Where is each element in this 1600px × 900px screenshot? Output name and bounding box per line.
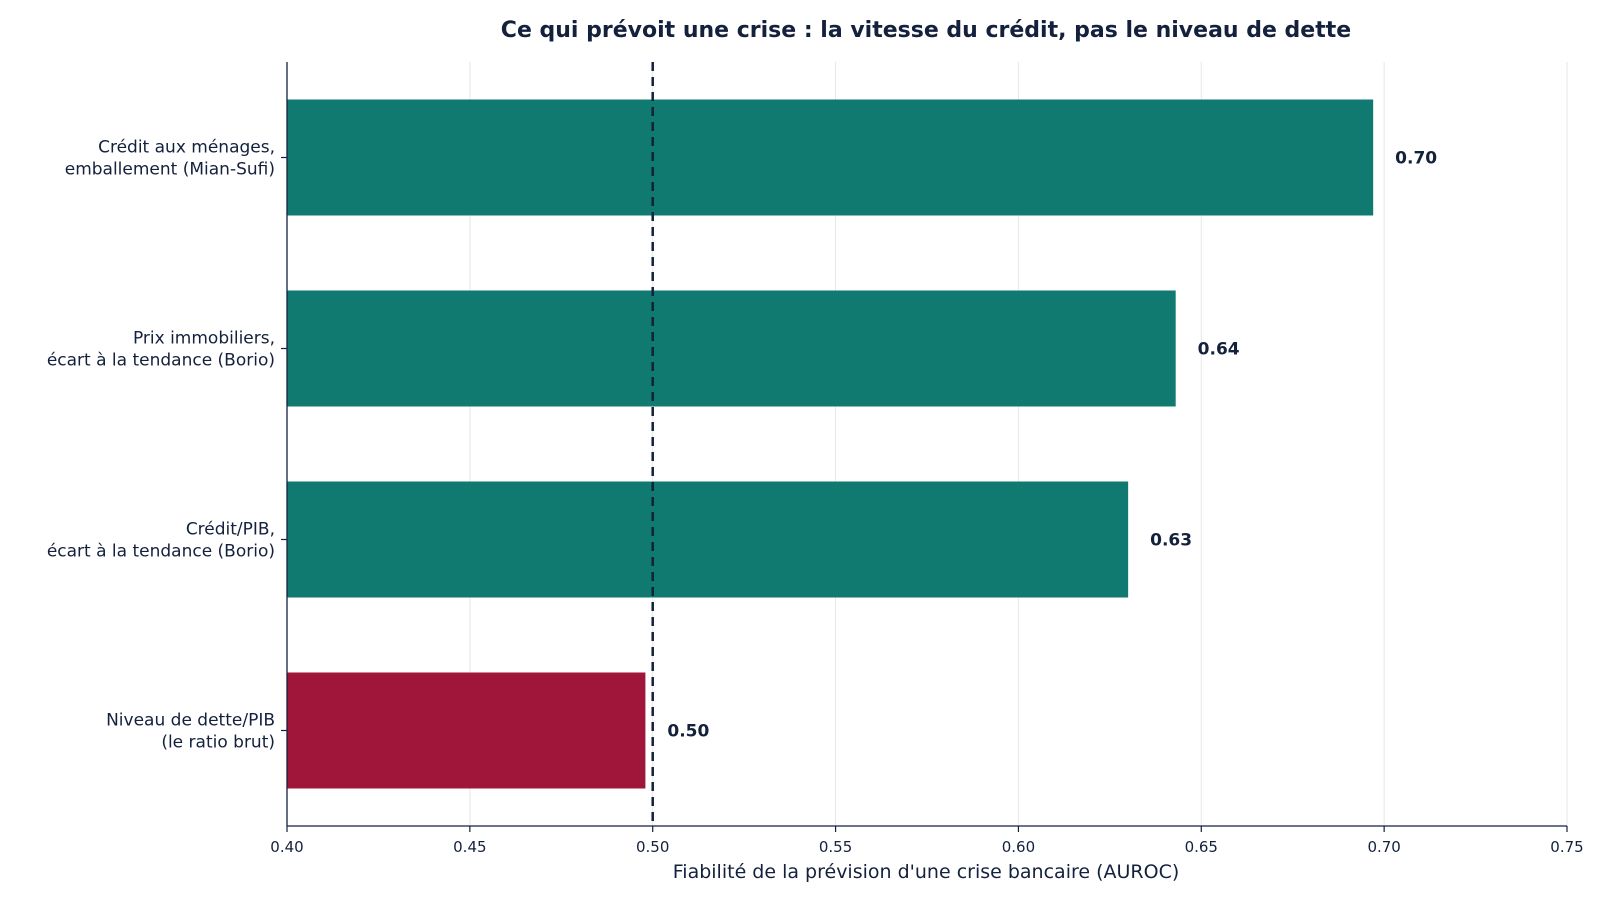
- x-tick-label: 0.40: [270, 838, 303, 856]
- x-tick-label: 0.45: [453, 838, 486, 856]
- bars: [287, 99, 1374, 789]
- bar: [287, 99, 1374, 216]
- category-label: écart à la tendance (Borio): [47, 542, 275, 562]
- bar: [287, 481, 1129, 598]
- x-tick-label: 0.75: [1550, 838, 1583, 856]
- chart-title: Ce qui prévoit une crise : la vitesse du…: [501, 18, 1351, 43]
- labels: 0.40 0.45 0.50 0.55 0.60 0.65 0.70 0.75 0.70 Créd…: [47, 138, 1584, 857]
- bar: [287, 672, 646, 789]
- category-label: Crédit/PIB,: [186, 520, 275, 540]
- x-axis-label: Fiabilité de la prévision d'une crise ba…: [673, 861, 1180, 883]
- x-tick-label: 0.55: [819, 838, 852, 856]
- x-tick-label: 0.50: [636, 838, 669, 856]
- axes: [281, 62, 1568, 832]
- category-label: Niveau de dette/PIB: [106, 711, 275, 731]
- bar-value-label: 0.70: [1395, 149, 1437, 169]
- bar: [287, 290, 1176, 407]
- bar-value-label: 0.63: [1150, 531, 1192, 551]
- x-tick-label: 0.60: [1002, 838, 1035, 856]
- category-label: (le ratio brut): [161, 733, 275, 753]
- bar-value-label: 0.64: [1198, 340, 1240, 360]
- x-tick-label: 0.70: [1367, 838, 1400, 856]
- category-label: Crédit aux ménages,: [98, 138, 275, 158]
- category-label: Prix immobiliers,: [133, 329, 275, 349]
- bar-value-label: 0.50: [667, 722, 709, 742]
- category-label: écart à la tendance (Borio): [47, 351, 275, 371]
- x-tick-label: 0.65: [1185, 838, 1218, 856]
- category-label: emballement (Mian-Sufi): [65, 160, 275, 180]
